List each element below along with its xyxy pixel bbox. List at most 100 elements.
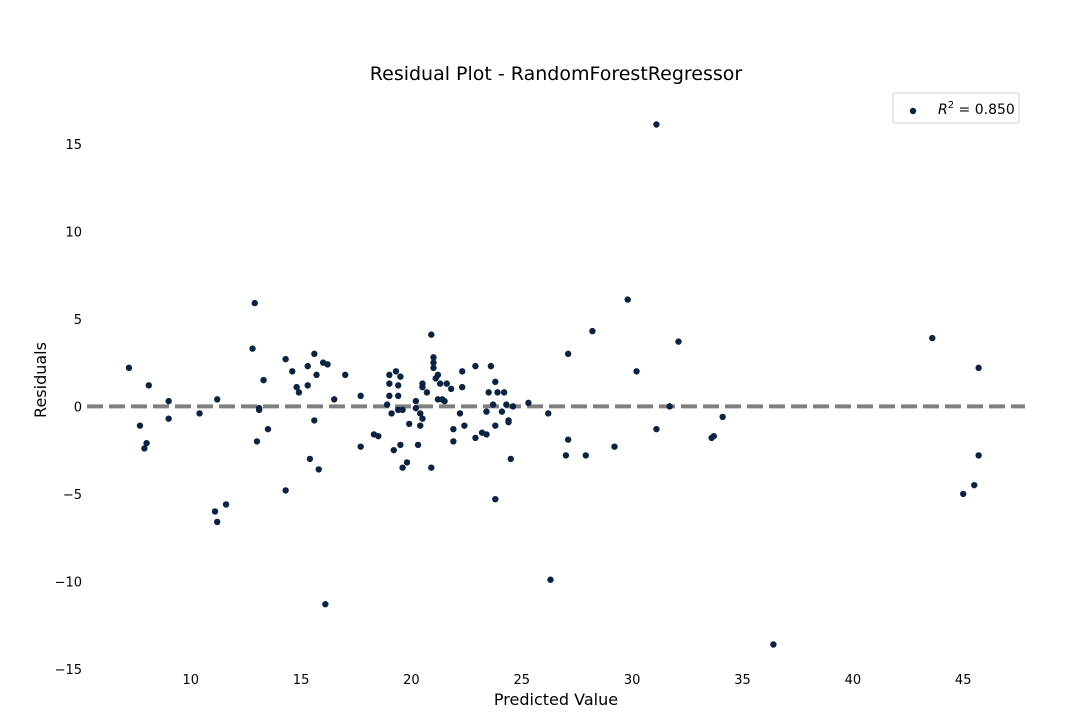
data-point — [960, 490, 967, 498]
data-point — [342, 371, 349, 379]
data-point — [255, 404, 263, 412]
data-point — [485, 389, 492, 396]
y-tick-label: 15 — [65, 138, 82, 153]
data-point — [472, 434, 479, 442]
data-point — [503, 401, 510, 408]
data-point — [222, 501, 230, 508]
data-point — [143, 439, 150, 447]
y-tick-label: 0 — [74, 400, 82, 415]
legend-label-var: R — [938, 102, 948, 118]
x-tick-label: 35 — [734, 673, 751, 688]
data-point — [450, 425, 457, 433]
data-point — [397, 373, 404, 380]
data-point — [419, 383, 426, 391]
data-point — [430, 354, 437, 361]
data-point — [653, 425, 660, 433]
data-point — [483, 431, 490, 438]
data-point — [253, 438, 261, 445]
data-point — [505, 418, 512, 426]
chart-title: Residual Plot - RandomForestRegressor — [370, 63, 743, 85]
legend-label: R2 = 0.850 — [938, 100, 1015, 118]
data-point — [211, 508, 219, 515]
y-tick-label: −15 — [55, 663, 82, 678]
data-point — [399, 464, 406, 471]
data-point — [489, 401, 497, 408]
data-point — [145, 382, 152, 389]
data-point — [306, 455, 314, 463]
data-point — [386, 392, 393, 400]
data-point — [483, 408, 490, 415]
y-tick-label: 5 — [74, 313, 82, 328]
x-axis-title: Predicted Value — [494, 690, 618, 709]
y-axis-title: Residuals — [31, 342, 50, 418]
data-point — [412, 404, 420, 412]
x-tick-label: 15 — [293, 673, 310, 688]
data-point — [436, 380, 444, 387]
data-point — [666, 403, 673, 410]
data-point — [443, 380, 450, 387]
scatter-points — [125, 121, 982, 648]
data-point — [545, 410, 552, 417]
data-point — [971, 481, 978, 489]
data-point — [251, 299, 258, 307]
data-point — [311, 417, 318, 424]
data-point — [386, 371, 393, 379]
data-point — [450, 438, 457, 445]
legend-box — [892, 92, 1020, 124]
data-point — [249, 345, 256, 352]
data-point — [304, 382, 311, 389]
data-point — [304, 362, 311, 370]
data-point — [525, 399, 532, 407]
data-point — [430, 359, 437, 366]
data-point — [397, 441, 404, 449]
data-point — [289, 368, 296, 375]
x-tick-label: 40 — [845, 673, 862, 688]
data-point — [315, 466, 322, 473]
x-tick-label: 20 — [403, 673, 420, 688]
legend-label-value: = 0.850 — [954, 102, 1015, 118]
data-point — [500, 389, 508, 396]
data-point — [196, 410, 203, 417]
data-point — [564, 436, 572, 443]
y-tick-label: 10 — [65, 225, 82, 240]
y-tick-labels: −15 −10 −5 0 5 10 15 — [55, 138, 82, 678]
data-point — [399, 406, 406, 414]
data-point — [417, 410, 424, 417]
data-point — [322, 601, 329, 608]
data-point — [975, 452, 982, 459]
legend: R2 = 0.850 — [892, 92, 1020, 124]
data-point — [487, 362, 495, 370]
data-point — [295, 389, 303, 396]
data-point — [492, 495, 499, 503]
data-point — [653, 121, 660, 128]
data-point — [414, 441, 422, 449]
data-point — [459, 383, 466, 391]
data-point — [611, 443, 618, 450]
data-point — [383, 401, 391, 408]
data-point — [394, 406, 402, 414]
data-point — [589, 327, 596, 335]
data-point — [456, 410, 464, 417]
data-point — [675, 338, 682, 345]
x-tick-label: 30 — [624, 673, 641, 688]
data-point — [260, 376, 267, 384]
data-point — [375, 432, 382, 440]
data-point — [434, 396, 442, 403]
data-point — [492, 422, 499, 429]
data-point — [441, 397, 448, 405]
data-point — [313, 371, 320, 379]
data-point — [136, 422, 144, 429]
data-point — [412, 397, 420, 405]
data-point — [547, 576, 554, 583]
data-point — [141, 445, 148, 452]
data-point — [165, 415, 172, 422]
legend-label-sup: 2 — [948, 100, 954, 111]
data-point — [324, 361, 331, 368]
data-point — [975, 364, 982, 372]
data-point — [710, 432, 718, 440]
x-tick-label: 25 — [514, 673, 531, 688]
data-point — [507, 455, 514, 463]
data-point — [434, 371, 442, 379]
data-point — [386, 380, 393, 387]
